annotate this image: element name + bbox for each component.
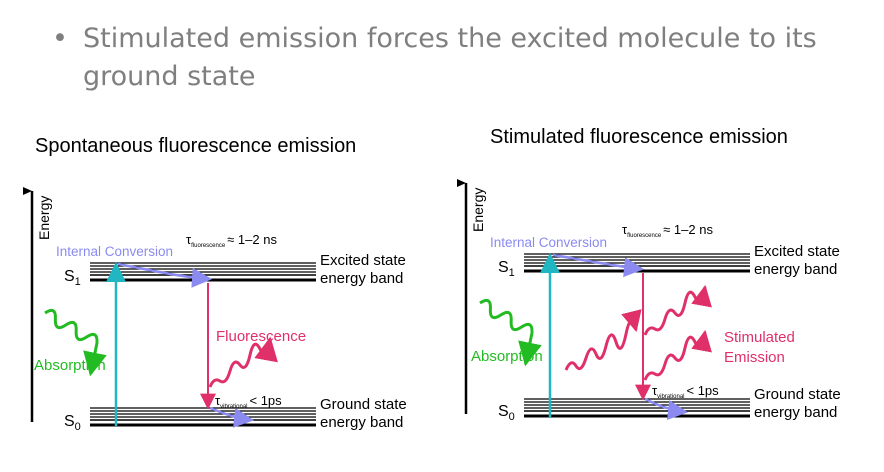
left-ground-line2: energy band <box>320 414 403 431</box>
left-vibrational-arrow <box>209 406 254 428</box>
left-diagram: Spontaneous fluorescence emission Energy… <box>23 135 407 433</box>
right-diagram: Stimulated fluorescence emission Energy … <box>457 126 841 423</box>
right-stimulating-photon <box>564 309 642 371</box>
right-vibrational-arrow <box>644 397 688 420</box>
right-s0-label: S0 <box>498 403 515 423</box>
left-ground-line1: Ground state <box>320 396 407 413</box>
left-s1-label: S1 <box>64 268 81 288</box>
right-emission-line1: Stimulated <box>724 329 795 346</box>
left-absorption-label: Absorption <box>34 357 106 374</box>
right-emitted-photon-1 <box>643 284 712 336</box>
left-ground-band <box>90 407 316 427</box>
right-absorption-photon <box>479 298 542 367</box>
left-tau-vibrational: τvibrational < 1ps <box>215 393 282 410</box>
left-title: Spontaneous fluorescence emission <box>35 135 356 157</box>
right-internal-conversion-arrow <box>552 253 644 278</box>
right-ground-band <box>524 398 750 418</box>
right-energy-label: Energy <box>470 188 486 232</box>
left-internal-conversion-arrow <box>117 262 212 288</box>
right-tau-vibrational: τvibrational < 1ps <box>652 383 719 400</box>
right-tau-fluorescence: τfluorescence ≈ 1–2 ns <box>622 222 713 239</box>
left-fluorescence-photon <box>208 336 278 388</box>
right-emitted-photon-2 <box>643 329 712 381</box>
right-title: Stimulated fluorescence emission <box>490 126 788 148</box>
left-internal-conversion-label: Internal Conversion <box>56 244 173 259</box>
left-energy-label: Energy <box>36 196 52 240</box>
left-tau-fluorescence: τfluorescence ≈ 1–2 ns <box>186 232 277 249</box>
bullet-text: Stimulated emission forces the excited m… <box>83 23 817 92</box>
left-s0-label: S0 <box>64 413 81 433</box>
right-ground-line1: Ground state <box>754 386 841 403</box>
right-internal-conversion-label: Internal Conversion <box>490 235 607 250</box>
right-emission-line2: Emission <box>724 349 785 366</box>
right-absorption-label: Absorption <box>471 348 543 365</box>
right-ground-line2: energy band <box>754 404 837 421</box>
left-excited-line2: energy band <box>320 270 403 287</box>
right-excited-line1: Excited state <box>754 243 840 260</box>
right-excited-line2: energy band <box>754 261 837 278</box>
right-s1-label: S1 <box>498 259 515 279</box>
left-excited-line1: Excited state <box>320 252 406 269</box>
left-absorption-photon <box>44 308 107 377</box>
bullet-dot: • <box>52 23 68 54</box>
left-fluorescence-label: Fluorescence <box>216 328 306 345</box>
